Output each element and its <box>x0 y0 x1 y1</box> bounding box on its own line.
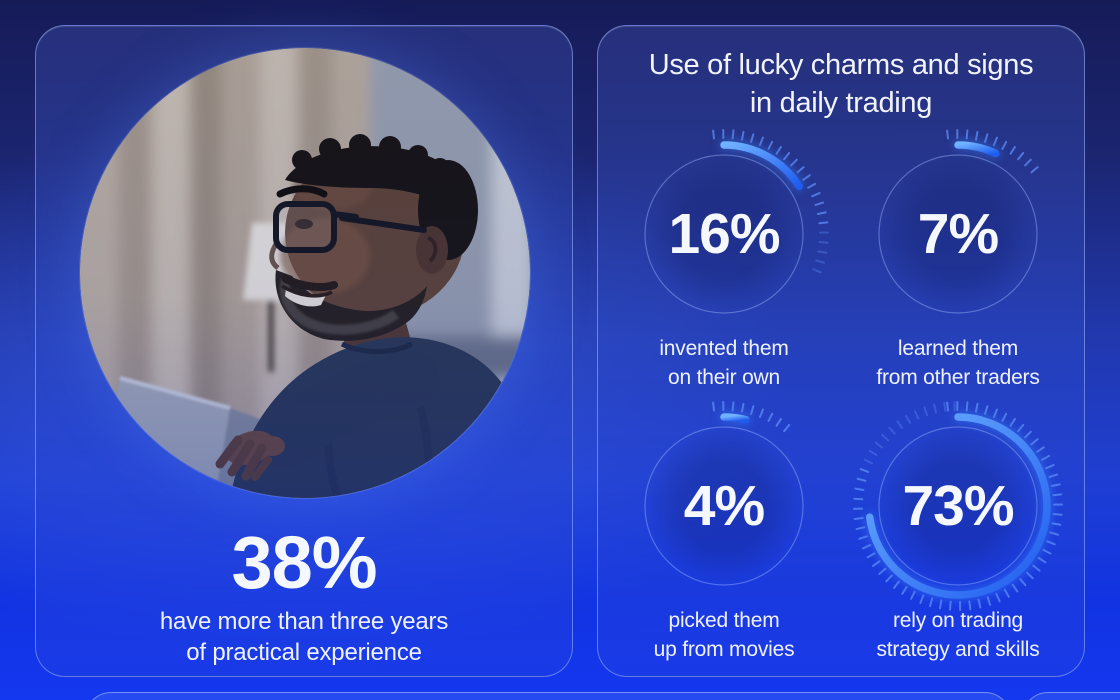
gauge-label-line2: from other traders <box>876 366 1040 389</box>
gauge-ring: 7% <box>850 126 1066 342</box>
gauge-picked-from-movies: 4% picked them up from movies <box>607 398 841 664</box>
photo-illustration <box>80 48 530 498</box>
gauge-strategy-skills: 73% rely on trading strategy and skills <box>841 398 1075 664</box>
gauge-label-line1: learned them <box>897 337 1019 360</box>
gauge-value: 4% <box>683 474 765 538</box>
gauge-label: learned them from other traders <box>841 334 1075 392</box>
lucky-charms-card: Use of lucky charms and signs in daily t… <box>597 25 1085 677</box>
gauge-learned-from-traders: 7% learned them from other traders <box>841 126 1075 392</box>
gauge-label-line1: picked them <box>668 609 780 632</box>
gauge-label-line2: strategy and skills <box>876 638 1040 661</box>
experience-stat-label-line1: have more than three years <box>159 608 449 635</box>
next-card-peek-right <box>1022 692 1120 700</box>
gauge-arc-svg <box>644 129 829 314</box>
photo-man-at-laptop <box>80 48 530 498</box>
gauge-label-line2: on their own <box>667 366 780 389</box>
blue-tint-overlay <box>80 48 530 498</box>
gauge-label-line1: invented them <box>659 337 789 360</box>
chart-title-line1: Use of lucky charms and signs <box>648 49 1034 81</box>
gauge-ring: 4% <box>616 398 832 614</box>
chart-title: Use of lucky charms and signs in daily t… <box>598 46 1084 122</box>
gauge-invented-own: 16% invented them on their own <box>607 126 841 392</box>
gauge-label: picked them up from movies <box>607 606 841 664</box>
gauge-arc-svg <box>644 401 804 586</box>
gauge-value: 73% <box>902 474 1014 538</box>
gauge-value: 7% <box>917 202 999 266</box>
experience-card: 38% have more than three years of practi… <box>35 25 573 677</box>
gauge-arc-svg <box>878 129 1039 314</box>
gauge-arc-svg <box>853 401 1063 611</box>
gauge-label: invented them on their own <box>607 334 841 392</box>
gauge-ring: 16% <box>616 126 832 342</box>
gauge-label: rely on trading strategy and skills <box>841 606 1075 664</box>
gauge-value: 16% <box>668 202 780 266</box>
next-card-peek-left <box>85 692 1011 700</box>
experience-stat-value: 38% <box>231 521 377 604</box>
experience-stat-label: have more than three years of practical … <box>36 606 572 668</box>
gauge-label-line2: up from movies <box>653 638 795 661</box>
chart-title-line2: in daily trading <box>749 87 933 119</box>
experience-stat-label-line2: of practical experience <box>186 639 422 666</box>
gauge-label-line1: rely on trading <box>892 609 1024 632</box>
gauge-ring: 73% <box>850 398 1066 614</box>
